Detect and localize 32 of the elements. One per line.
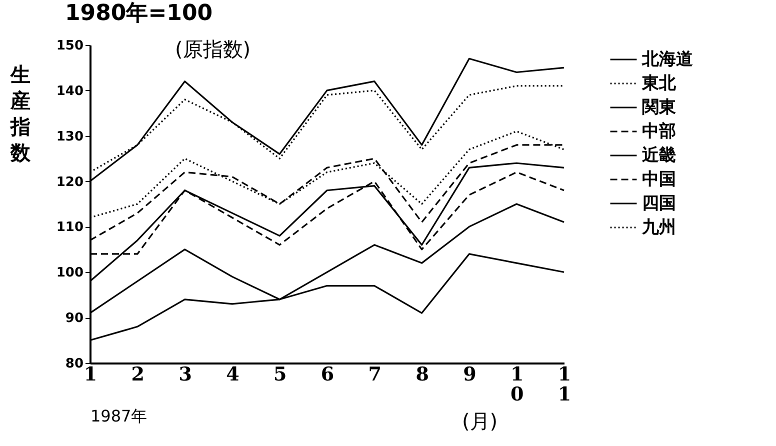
y-tick-label: 140 — [56, 84, 84, 99]
legend-label: 東北 — [641, 74, 677, 94]
y-tick-label: 130 — [56, 129, 84, 144]
y-tick-label: 120 — [56, 174, 84, 190]
x-tick-label: 7 — [368, 364, 382, 386]
x-tick-label: 2 — [131, 364, 145, 386]
y-tick-label: 150 — [56, 38, 84, 54]
x-tick-label: 9 — [463, 364, 476, 386]
text: (月) — [462, 408, 498, 435]
legend-label: 九州 — [641, 218, 676, 238]
y-tick-label: 90 — [65, 311, 84, 326]
legend-label: 中国 — [642, 170, 676, 190]
legend-label: 四国 — [642, 194, 676, 214]
legend-label: 関東 — [642, 98, 677, 118]
legend-label: 北海道 — [641, 50, 693, 70]
x-tick-label: 8 — [416, 364, 429, 386]
x-tick-label: 4 — [226, 364, 240, 386]
y-tick-label: 80 — [65, 356, 84, 372]
x-tick-label: 5 — [273, 364, 287, 386]
y-tick-label: 100 — [56, 266, 84, 281]
x-axis-title: 1987年 — [90, 406, 148, 426]
y-axis-title: 生産指数 — [10, 62, 32, 164]
y-tick-label: 110 — [56, 220, 84, 236]
x-tick-label: 10 — [510, 364, 524, 406]
x-tick-label: 6 — [320, 364, 334, 386]
chart-title: 1980年=100 — [65, 1, 213, 26]
x-tick-label: 11 — [558, 364, 572, 406]
x-tick-label: 3 — [178, 364, 192, 386]
annotation: (原指数) — [175, 36, 251, 63]
legend-label: 近畿 — [641, 146, 676, 166]
legend-label: 中部 — [642, 122, 676, 142]
x-tick-label: 1 — [84, 364, 98, 386]
